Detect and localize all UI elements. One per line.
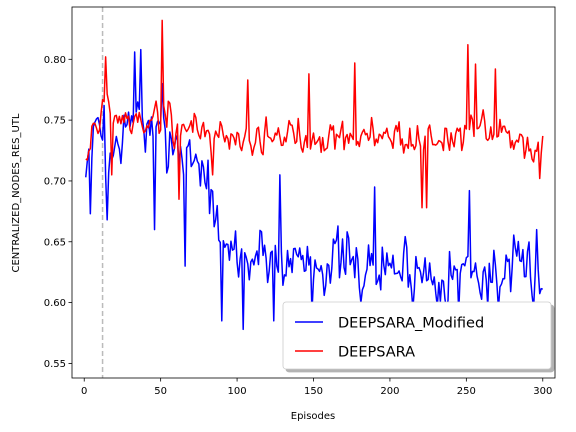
y-axis-label: CENTRALIZED_NODES_RES_UTL	[11, 113, 22, 272]
x-tick-label: 0	[81, 386, 87, 397]
y-axis-ticks: 0.55 0.60 0.65 0.70 0.75 0.80	[44, 55, 72, 370]
y-tick-label: 0.60	[44, 298, 66, 309]
series-line-deepsara	[85, 19, 544, 209]
legend-label-deepsara: DEEPSARA	[338, 345, 415, 361]
x-tick-label: 100	[228, 386, 247, 397]
y-tick-label: 0.55	[44, 359, 66, 370]
x-tick-label: 300	[533, 386, 552, 397]
y-tick-label: 0.75	[44, 116, 66, 127]
x-tick-label: 150	[304, 386, 323, 397]
legend-label-deepsara-modified: DEEPSARA_Modified	[338, 316, 484, 332]
y-tick-label: 0.65	[44, 237, 66, 248]
x-tick-label: 250	[457, 386, 476, 397]
y-tick-label: 0.70	[44, 176, 66, 187]
y-tick-label: 0.80	[44, 55, 66, 66]
x-tick-label: 200	[380, 386, 399, 397]
legend: DEEPSARA_Modified DEEPSARA	[282, 301, 552, 370]
legend-box	[282, 301, 552, 370]
x-axis-ticks: 0 50 100 150 200 250 300	[81, 378, 552, 397]
x-axis-label: Episodes	[291, 411, 335, 422]
series-layer	[85, 19, 544, 331]
x-tick-label: 50	[154, 386, 167, 397]
